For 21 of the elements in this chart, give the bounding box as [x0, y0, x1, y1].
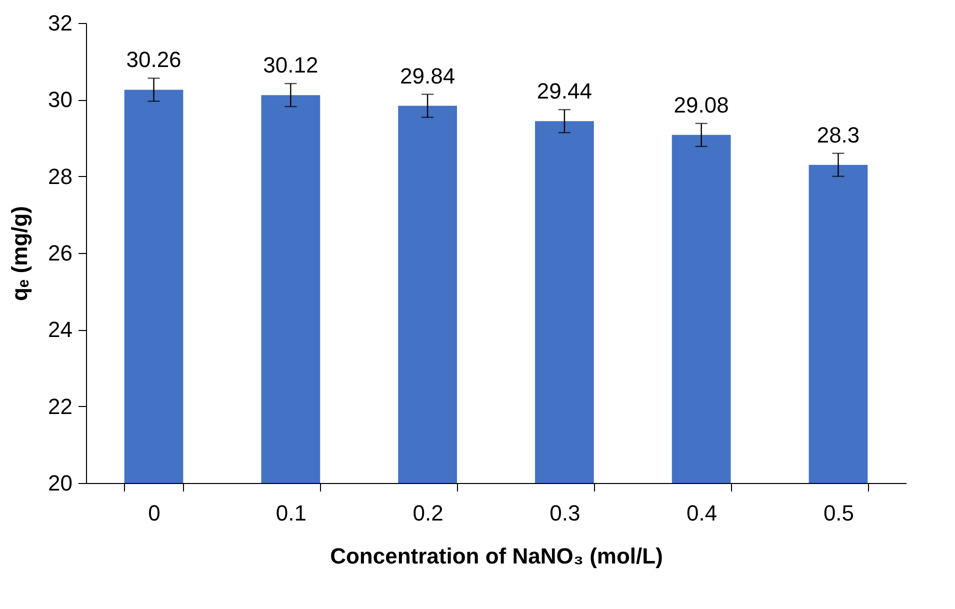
data-label: 30.12 [263, 52, 318, 78]
x-tick-label: 0.5 [823, 500, 854, 526]
x-tick-label: 0.4 [686, 500, 718, 526]
x-tick-label: 0.3 [550, 500, 580, 526]
data-label: 29.84 [400, 63, 456, 88]
x-axis-title: Concentration of NaNO₃ (mol/L) [330, 544, 663, 568]
y-tick-label: 24 [48, 317, 72, 342]
y-axis-title: qₑ (mg/g) [7, 206, 32, 302]
y-tick-label: 28 [48, 164, 72, 189]
x-tick-label: 0.2 [412, 500, 444, 526]
y-tick-label: 32 [48, 10, 72, 36]
data-label: 29.08 [674, 92, 729, 118]
data-label: 28.3 [816, 122, 860, 148]
data-label: 29.44 [536, 78, 592, 104]
x-tick-label: 0 [148, 500, 160, 526]
data-label: 30.26 [126, 47, 182, 72]
x-tick-label: 0.1 [276, 500, 306, 526]
y-tick-label: 30 [48, 87, 72, 112]
y-tick-label: 20 [48, 470, 72, 496]
y-tick-label: 22 [48, 394, 72, 419]
y-tick-label: 26 [48, 240, 72, 266]
